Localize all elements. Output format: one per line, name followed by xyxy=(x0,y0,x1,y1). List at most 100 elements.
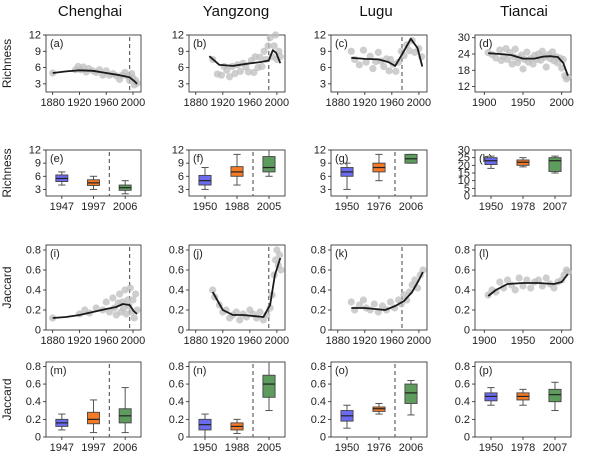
y-tick-label: 3 xyxy=(320,184,326,196)
data-point xyxy=(369,65,377,73)
y-tick-label: 0.6 xyxy=(311,265,326,277)
x-tick-label: 1950 xyxy=(335,201,359,213)
data-point xyxy=(503,276,512,284)
data-point xyxy=(130,314,138,322)
y-tick-label: 10 xyxy=(458,175,470,187)
x-tick-label: 2005 xyxy=(257,442,281,454)
y-tick-label: 24 xyxy=(458,49,470,61)
panel-letter: (f) xyxy=(193,153,203,165)
panel-frame xyxy=(188,244,286,331)
row-label-1: Richness xyxy=(0,39,14,88)
panel-letter: (c) xyxy=(335,38,348,50)
trend-line xyxy=(488,52,569,77)
data-point xyxy=(126,284,134,292)
data-point xyxy=(374,48,382,56)
y-tick-label: 0.4 xyxy=(455,396,470,408)
data-point xyxy=(366,52,374,60)
x-tick-label: 1900 xyxy=(472,335,496,347)
trend-line xyxy=(351,37,424,67)
x-tick-label: 1880 xyxy=(184,97,208,109)
x-tick-label: 1960 xyxy=(238,97,262,109)
data-point xyxy=(542,274,550,282)
y-tick-label: 0.8 xyxy=(26,245,41,257)
y-tick-label: 0.2 xyxy=(455,305,470,317)
x-tick-label: 2006 xyxy=(113,442,137,454)
x-tick-label: 1997 xyxy=(81,201,105,213)
x-tick-label: 1950 xyxy=(511,335,535,347)
x-tick-label: 2000 xyxy=(265,97,289,109)
y-tick-label: 0.2 xyxy=(311,414,326,426)
x-tick-label: 2006 xyxy=(113,201,137,213)
data-point xyxy=(264,42,272,50)
y-tick-label: 0 xyxy=(464,191,470,203)
y-tick-label: 18 xyxy=(458,65,470,77)
data-point xyxy=(223,66,231,74)
x-tick-label: 1920 xyxy=(211,97,235,109)
data-point xyxy=(260,47,268,55)
y-tick-label: 20 xyxy=(458,160,470,172)
data-point xyxy=(92,304,100,312)
y-tick-label: 0 xyxy=(178,325,184,337)
data-point xyxy=(519,282,527,290)
y-tick-label: 25 xyxy=(458,152,470,164)
data-point xyxy=(385,67,393,75)
data-point xyxy=(359,46,368,54)
y-tick-label: 0.2 xyxy=(26,414,41,426)
y-tick-label: 0.6 xyxy=(311,379,326,391)
y-tick-label: 12 xyxy=(29,145,41,157)
x-tick-label: 1880 xyxy=(40,97,64,109)
panel-b: 3 6 9 12 (b) 1880 1920 1960 2000 xyxy=(172,30,289,110)
y-tick-label: 3 xyxy=(35,78,41,90)
y-tick-label: 6 xyxy=(320,171,326,183)
panel-c: 3 6 9 12 (c) 1880 1920 1960 2000 xyxy=(314,30,431,110)
data-point xyxy=(550,284,558,292)
panel-l: 0 0.2 0.4 0.6 0.8 (l) 1900 1950 2000 xyxy=(455,245,574,348)
lake-titles: Chenghai Yangzong Lugu Tiancai xyxy=(58,3,548,20)
y-tick-label: 0 xyxy=(464,432,470,444)
x-tick-label: 1880 xyxy=(326,335,350,347)
y-tick-label: 0 xyxy=(464,325,470,337)
data-point xyxy=(270,42,278,50)
data-point xyxy=(515,274,523,282)
y-tick-label: 0 xyxy=(178,432,184,444)
y-tick-label: 5 xyxy=(464,183,470,195)
x-tick-label: 2000 xyxy=(407,335,431,347)
data-point xyxy=(266,34,274,42)
data-point xyxy=(132,290,140,298)
row-label-3: Jaccard xyxy=(0,266,14,308)
y-tick-label: 12 xyxy=(172,145,184,157)
box-2007 xyxy=(548,388,562,403)
y-tick-label: 3 xyxy=(320,78,326,90)
data-point xyxy=(271,31,280,39)
trend-line xyxy=(52,69,138,85)
panel-letter: (a) xyxy=(50,38,63,50)
y-tick-label: 0.4 xyxy=(455,285,470,297)
panel-letter: (n) xyxy=(193,365,206,377)
y-tick-label: 9 xyxy=(35,158,41,170)
data-point xyxy=(538,47,546,55)
y-tick-label: 0.8 xyxy=(169,361,184,373)
x-tick-label: 2000 xyxy=(549,97,573,109)
y-tick-label: 9 xyxy=(35,46,41,58)
data-point xyxy=(362,58,370,66)
y-tick-label: 0.4 xyxy=(169,285,184,297)
y-tick-label: 0 xyxy=(35,325,41,337)
box-2005 xyxy=(262,156,276,173)
trend-line xyxy=(211,257,282,318)
y-tick-label: 0.6 xyxy=(169,265,184,277)
x-tick-label: 1960 xyxy=(238,335,262,347)
panel-letter: (d) xyxy=(479,38,492,50)
data-point xyxy=(496,278,504,286)
y-tick-label: 0.8 xyxy=(26,361,41,373)
x-tick-label: 2007 xyxy=(543,201,567,213)
y-tick-label: 0 xyxy=(35,432,41,444)
y-tick-label: 9 xyxy=(320,46,326,58)
y-tick-label: 3 xyxy=(178,78,184,90)
x-tick-label: 1920 xyxy=(67,97,91,109)
y-tick-label: 0.2 xyxy=(311,305,326,317)
data-point xyxy=(386,298,395,306)
data-point xyxy=(405,47,414,55)
